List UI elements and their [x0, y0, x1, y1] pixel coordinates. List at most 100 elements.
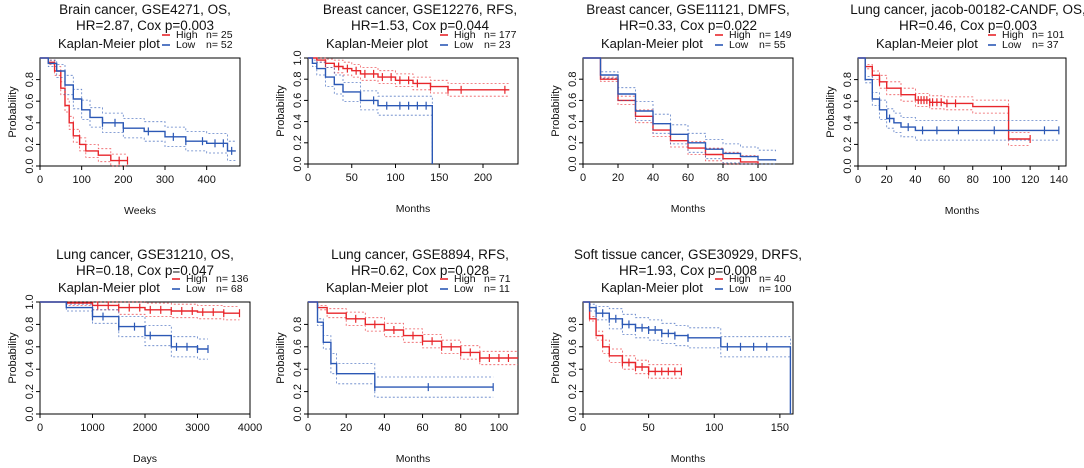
x-tick-label: 100 [705, 422, 723, 434]
km-panel-4: Lung cancer, jacob-00182-CANDF, OS,HR=0.… [825, 2, 1084, 217]
y-tick-label: 0.4 [24, 115, 36, 130]
ci-lower-high [583, 301, 682, 379]
legend-label-high: High [1002, 29, 1024, 41]
y-tick-label: 0.2 [567, 384, 579, 399]
km-curve-high [858, 57, 1031, 140]
x-tick-label: 120 [1021, 174, 1039, 186]
y-axis-label: Probability [825, 86, 837, 138]
x-tick-label: 100 [490, 422, 508, 434]
km-plot-label: Kaplan-Meier plot [326, 36, 428, 51]
y-tick-label: 0.4 [292, 114, 304, 129]
y-axis-label: Probability [550, 85, 562, 137]
legend-n-high: n= 177 [484, 29, 517, 41]
x-tick-label: 80 [455, 422, 467, 434]
y-tick-label: 0.0 [842, 158, 854, 173]
legend-n-high: n= 149 [759, 29, 792, 41]
x-tick-label: 50 [346, 172, 358, 184]
y-axis-label: Probability [550, 332, 562, 384]
km-curve-low [308, 57, 433, 164]
km-plot-label: Kaplan-Meier plot [601, 280, 703, 295]
km-curve-high [308, 301, 518, 359]
x-tick-label: 0 [37, 422, 43, 434]
ci-lower-low [583, 57, 776, 165]
legend-label-low: Low [729, 283, 749, 295]
km-panel-7: Soft tissue cancer, GSE30929, DRFS,HR=1.… [550, 247, 802, 465]
y-tick-label: 0.2 [24, 137, 36, 152]
km-curve-low [583, 301, 792, 414]
legend-label-high: High [186, 273, 208, 285]
panel-title-line1: Breast cancer, GSE12276, RFS, [323, 2, 517, 17]
y-axis-label: Probability [275, 85, 287, 137]
x-tick-label: 20 [340, 422, 352, 434]
y-tick-label: 0.8 [292, 317, 304, 332]
x-tick-label: 4000 [238, 422, 262, 434]
x-axis-label: Weeks [124, 205, 156, 217]
km-plot-label: Kaplan-Meier plot [326, 280, 428, 295]
x-tick-label: 80 [967, 174, 979, 186]
ci-lower-low [40, 57, 236, 161]
y-tick-label: 0.2 [842, 137, 854, 152]
x-tick-label: 3000 [185, 422, 209, 434]
km-curve-low [308, 301, 494, 388]
panel-title-line2: HR=1.53, Cox p=0.044 [351, 18, 490, 33]
km-plot-label: Kaplan-Meier plot [58, 280, 160, 295]
x-tick-label: 140 [1050, 174, 1068, 186]
legend-n-low: n= 23 [484, 39, 511, 51]
x-tick-label: 0 [580, 422, 586, 434]
legend-n-high: n= 40 [759, 273, 786, 285]
y-tick-label: 0.8 [24, 317, 36, 332]
legend-label-low: Low [1002, 39, 1022, 51]
y-tick-label: 0.6 [292, 93, 304, 108]
legend-n-low: n= 37 [1032, 39, 1059, 51]
x-tick-label: 0 [37, 174, 43, 186]
x-axis-label: Months [671, 203, 705, 215]
legend-label-high: High [729, 29, 751, 41]
ci-upper-low [858, 57, 1059, 121]
y-axis-label: Probability [7, 332, 19, 384]
ci-upper-low [583, 57, 776, 152]
y-tick-label: 0.2 [292, 135, 304, 150]
x-tick-label: 150 [771, 422, 789, 434]
ci-upper-high [858, 57, 1031, 133]
y-tick-label: 0.0 [567, 156, 579, 171]
x-tick-label: 0 [305, 422, 311, 434]
y-tick-label: 0.8 [292, 72, 304, 87]
ci-lower-high [308, 301, 518, 366]
y-tick-label: 0.6 [567, 93, 579, 108]
ci-lower-low [308, 301, 494, 398]
legend-label-high: High [454, 273, 476, 285]
ci-lower-high [308, 57, 510, 97]
plot-frame [582, 301, 794, 415]
x-tick-label: 100 [992, 174, 1010, 186]
legend-n-low: n= 68 [216, 283, 243, 295]
y-tick-label: 0.0 [24, 158, 36, 173]
y-tick-label: 0.8 [24, 72, 36, 87]
km-curve-high [40, 57, 128, 162]
x-tick-label: 150 [430, 172, 448, 184]
legend-n-high: n= 71 [484, 273, 511, 285]
panel-title-line2: HR=2.87, Cox p=0.003 [76, 18, 214, 33]
legend-n-high: n= 101 [1032, 29, 1065, 41]
x-axis-label: Months [945, 205, 979, 217]
y-tick-label: 0.8 [842, 72, 854, 87]
legend-label-high: High [729, 273, 751, 285]
y-tick-label: 0.4 [292, 362, 304, 377]
legend-label-low: Low [176, 39, 196, 51]
km-curve-high [40, 301, 240, 314]
ci-lower-low [858, 57, 1059, 141]
x-tick-label: 60 [938, 174, 950, 186]
y-tick-label: 0.8 [567, 317, 579, 332]
y-tick-label: 0.2 [567, 135, 579, 150]
legend-label-low: Low [454, 39, 474, 51]
ci-upper-low [40, 57, 236, 142]
y-tick-label: 0.4 [24, 362, 36, 377]
legend-n-low: n= 100 [759, 283, 792, 295]
ci-lower-high [40, 57, 128, 167]
y-tick-label: 0.6 [567, 339, 579, 354]
y-tick-label: 1.0 [24, 294, 36, 309]
y-tick-label: 0.4 [567, 114, 579, 129]
km-curve-low [583, 57, 777, 161]
x-tick-label: 50 [643, 422, 655, 434]
legend-label-low: Low [186, 283, 206, 295]
